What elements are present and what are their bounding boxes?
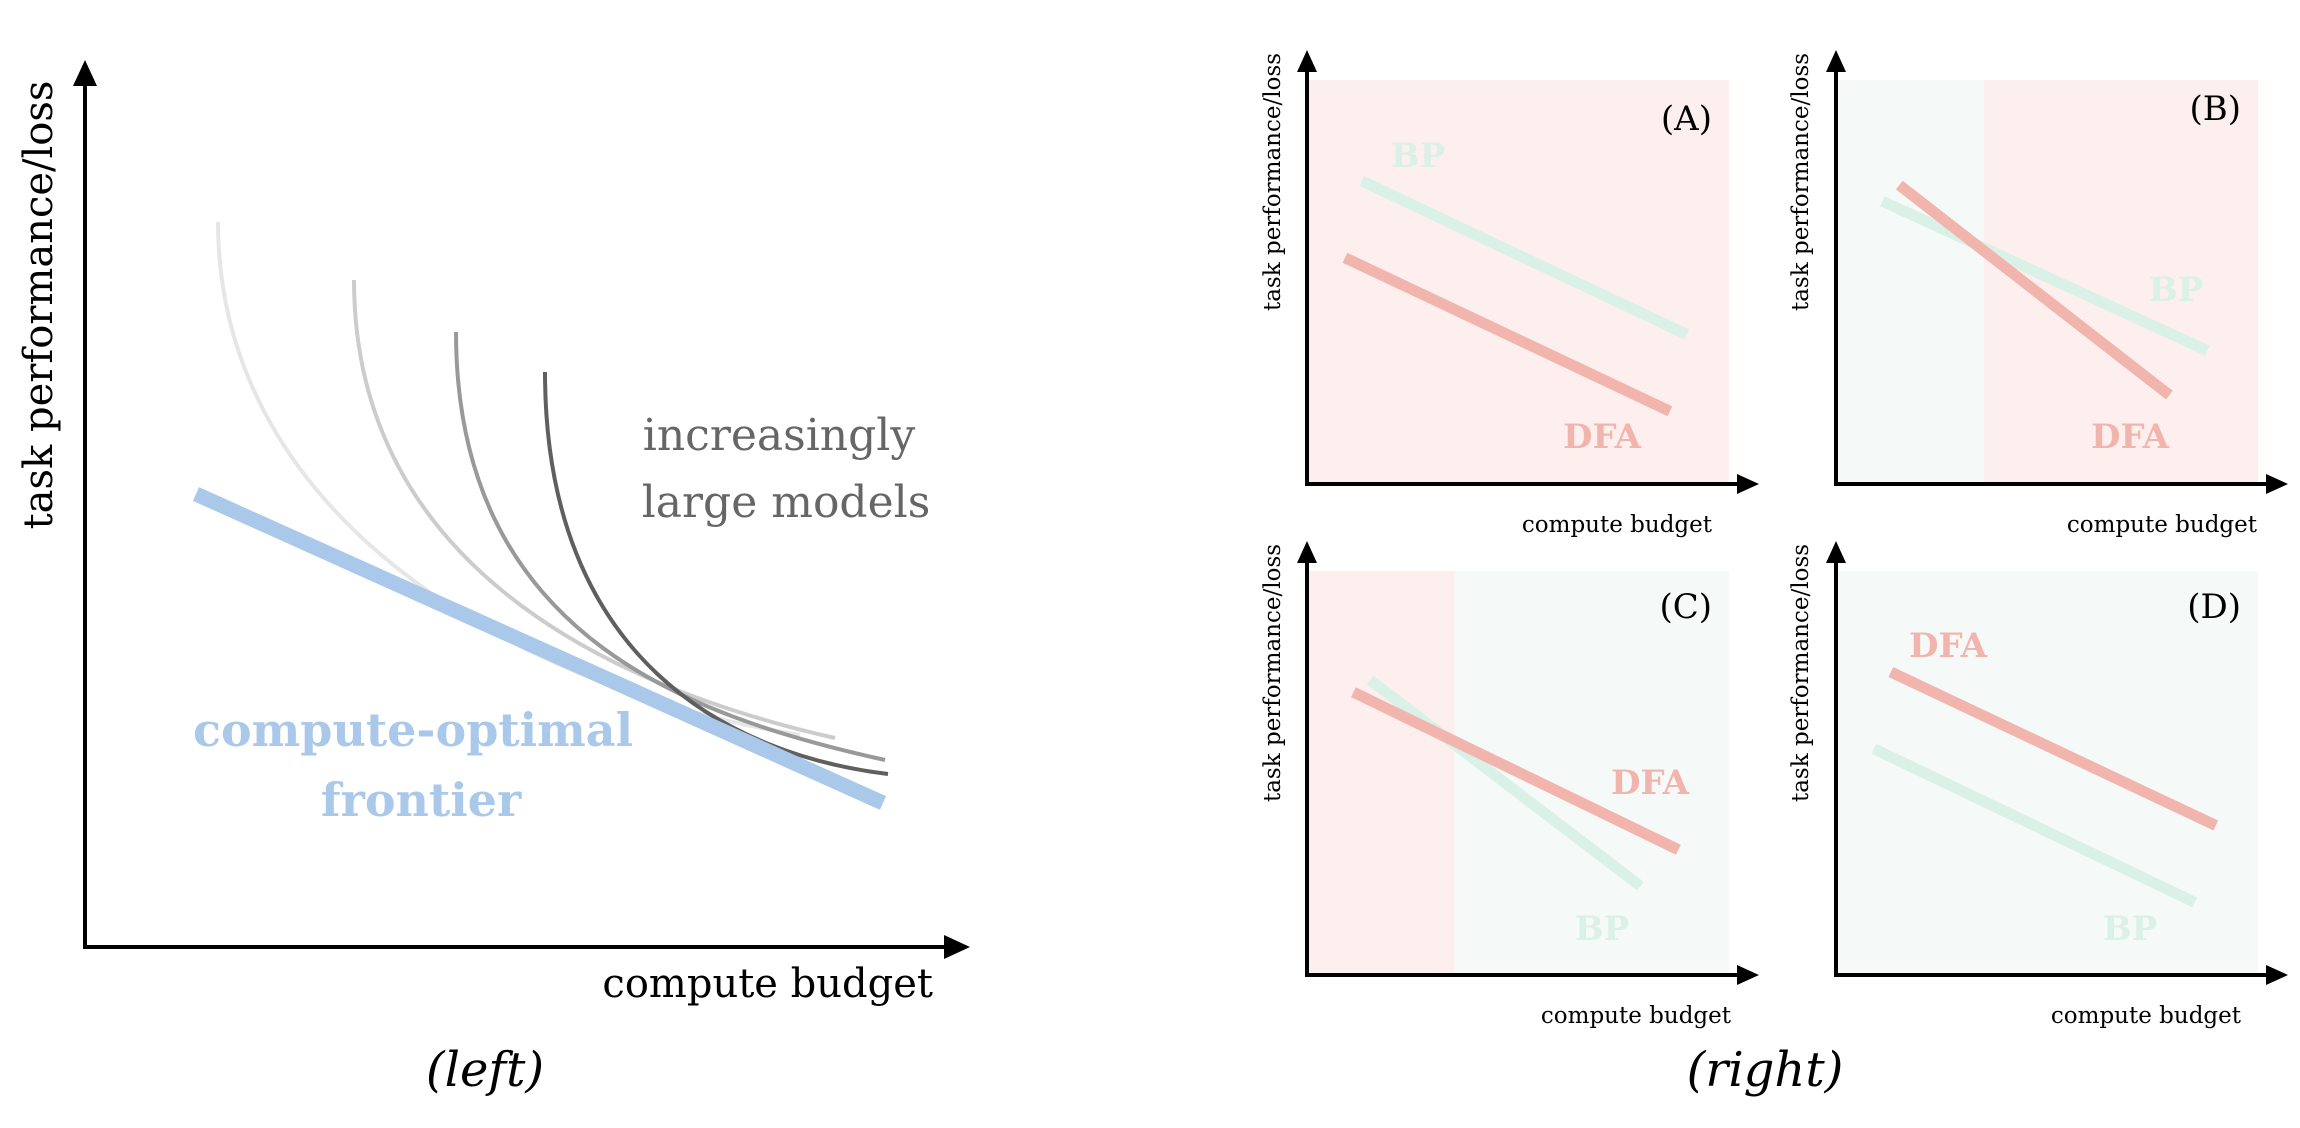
model-curve-4 bbox=[543, 371, 889, 776]
panel-d-tag: (D) bbox=[2187, 587, 2241, 627]
panel-a: BP DFA (A) compute budget task performance/l… bbox=[1260, 50, 1759, 538]
left-x-arrowhead bbox=[944, 935, 970, 959]
compute-optimal-frontier-line bbox=[192, 487, 887, 810]
models-label-line-1: increasingly bbox=[643, 410, 916, 461]
panel-a-x-axis-label: compute budget bbox=[1522, 512, 1713, 538]
panel-a-tag: (A) bbox=[1661, 99, 1712, 139]
panel-a-bp-line bbox=[1359, 176, 1690, 340]
frontier-label-line-1: compute-optimal bbox=[193, 703, 633, 757]
panel-b-y-axis-label: task performance/loss bbox=[1788, 53, 1814, 311]
left-x-axis-label: compute budget bbox=[602, 961, 933, 1007]
panel-b-tag: (B) bbox=[2189, 89, 2241, 129]
panel-b-x-arrowhead bbox=[2266, 474, 2288, 494]
panel-a-dfa-line bbox=[1342, 252, 1673, 417]
panel-c-y-arrowhead bbox=[1297, 541, 1317, 563]
panel-d-region-1 bbox=[1836, 571, 2258, 975]
panel-d: BP DFA (D) compute budget task performance/l… bbox=[1788, 541, 2288, 1029]
panel-c-x-arrowhead bbox=[1737, 965, 1759, 985]
models-label-line-2: large models bbox=[642, 477, 931, 528]
panel-d-x-axis-label: compute budget bbox=[2051, 1003, 2242, 1029]
left-y-arrowhead bbox=[73, 60, 97, 86]
panel-d-dfa-line bbox=[1888, 667, 2219, 831]
panel-b: BP DFA (B) compute budget task performance/l… bbox=[1788, 50, 2288, 538]
panel-c-region-1 bbox=[1307, 571, 1455, 975]
panel-c: BP DFA (C) compute budget task performance/l… bbox=[1260, 541, 1759, 1029]
panel-c-dfa-label: DFA bbox=[1611, 763, 1690, 803]
panel-d-bp-label: BP bbox=[2103, 909, 2157, 949]
panel-a-x-arrowhead bbox=[1737, 474, 1759, 494]
panel-c-x-axis-label: compute budget bbox=[1541, 1003, 1732, 1029]
right-panels: BP DFA (A) compute budget task performance/l… bbox=[1260, 50, 2288, 1029]
panel-c-bp-label: BP bbox=[1575, 909, 1629, 949]
panel-b-bp-line bbox=[1880, 196, 2210, 356]
panel-b-y-arrowhead bbox=[1826, 50, 1846, 72]
panel-c-y-axis-label: task performance/loss bbox=[1260, 544, 1286, 802]
panel-c-tag: (C) bbox=[1659, 587, 1712, 627]
model-curve-2 bbox=[352, 279, 836, 740]
left-y-axis-label: task performance/loss bbox=[16, 81, 62, 530]
panel-d-dfa-label: DFA bbox=[1909, 626, 1988, 666]
panel-b-dfa-label: DFA bbox=[2091, 417, 2170, 457]
panel-b-bp-label: BP bbox=[2149, 270, 2203, 310]
right-caption: (right) bbox=[1687, 1042, 1844, 1098]
panel-a-y-arrowhead bbox=[1297, 50, 1317, 72]
increasingly-large-models-label: increasingly large models bbox=[642, 410, 931, 528]
panel-a-dfa-label: DFA bbox=[1563, 417, 1642, 457]
model-curve-3 bbox=[454, 331, 886, 762]
left-caption: (left) bbox=[426, 1042, 544, 1098]
panel-b-x-axis-label: compute budget bbox=[2067, 512, 2258, 538]
panel-b-dfa-line bbox=[1895, 180, 2173, 400]
panel-d-y-axis-label: task performance/loss bbox=[1788, 544, 1814, 802]
panel-d-bp-line bbox=[1871, 743, 2198, 908]
panel-a-region-1 bbox=[1307, 80, 1729, 484]
panel-c-bp-line bbox=[1366, 675, 1644, 891]
left-panel: task performance/loss compute budget inc… bbox=[16, 60, 970, 1098]
panel-d-x-arrowhead bbox=[2266, 965, 2288, 985]
compute-optimal-frontier-label: compute-optimal frontier bbox=[193, 703, 649, 827]
panel-a-bp-label: BP bbox=[1391, 136, 1445, 176]
panel-b-region-1 bbox=[1836, 80, 1984, 484]
panel-c-dfa-line bbox=[1351, 687, 1681, 855]
panel-a-y-axis-label: task performance/loss bbox=[1260, 53, 1286, 311]
frontier-label-line-2: frontier bbox=[321, 773, 522, 827]
panel-d-y-arrowhead bbox=[1826, 541, 1846, 563]
